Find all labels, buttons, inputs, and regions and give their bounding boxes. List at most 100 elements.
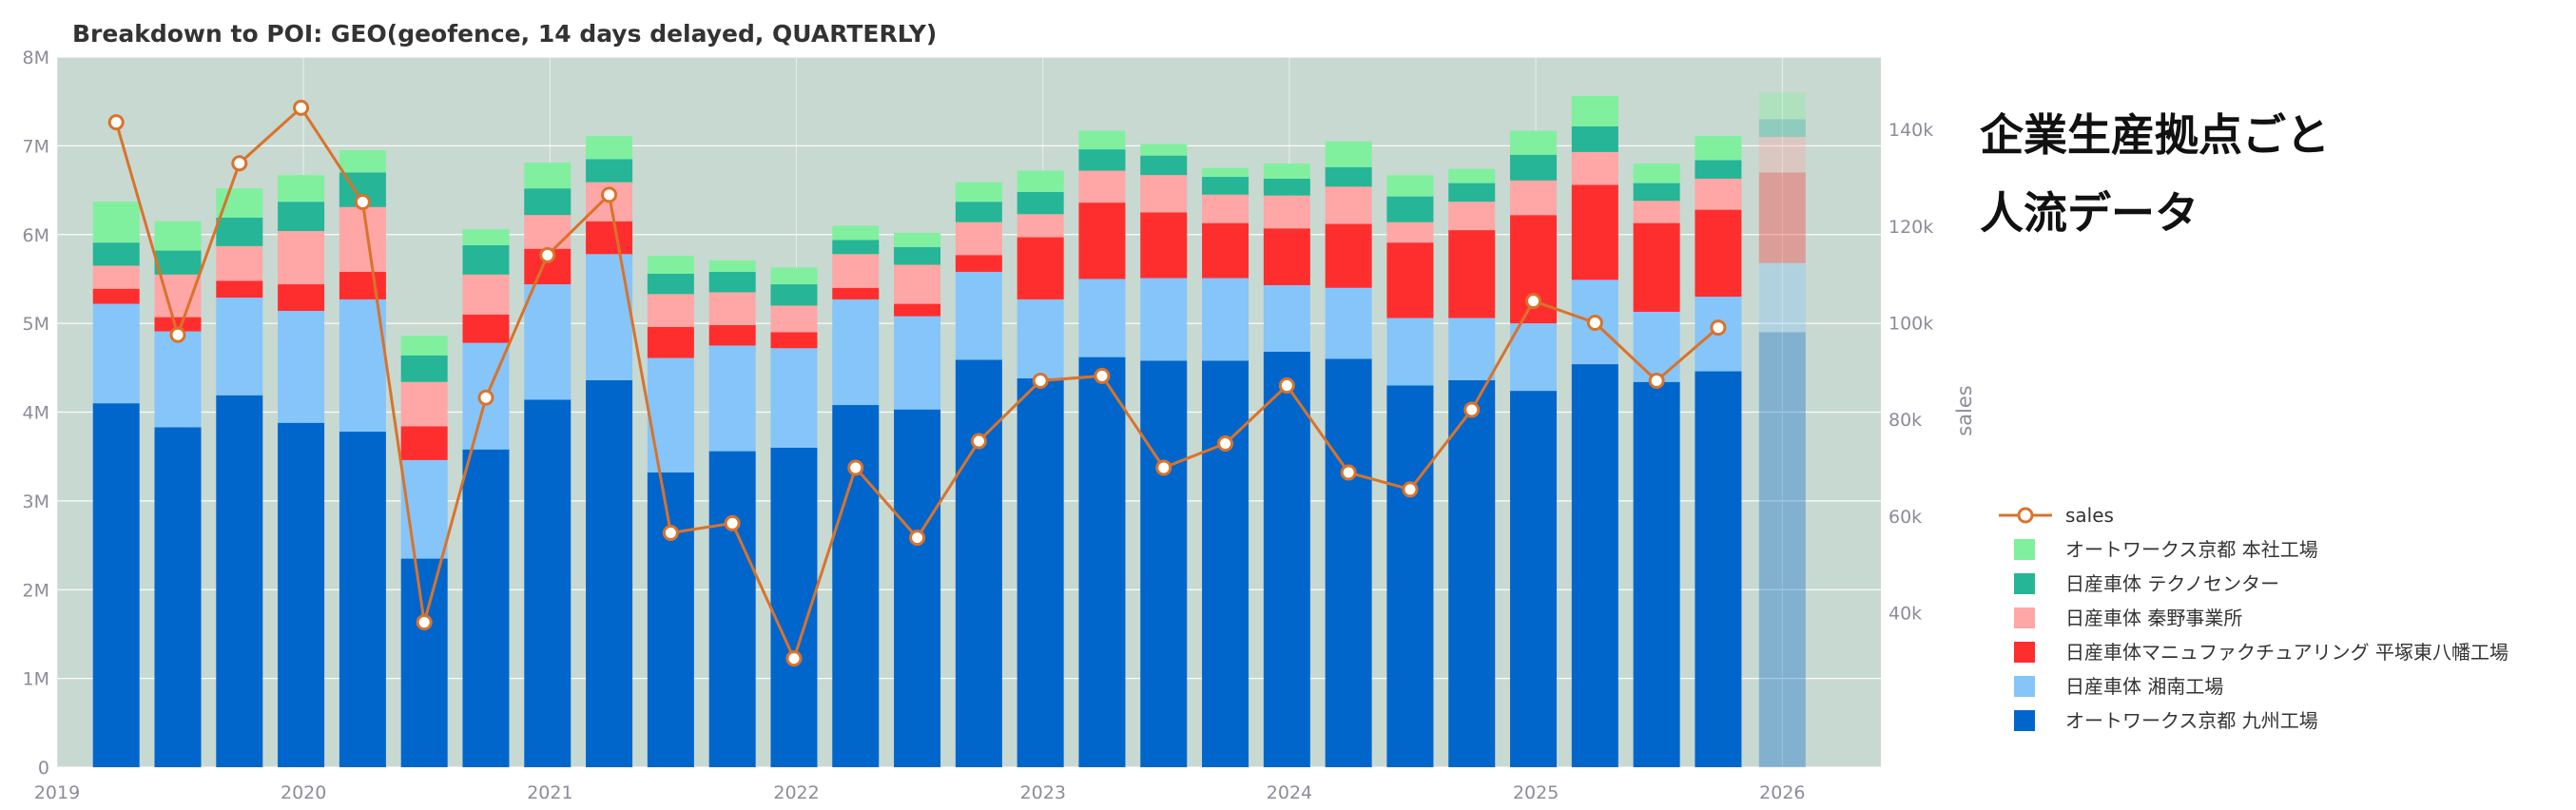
x-tick-label: 2026	[1759, 782, 1805, 803]
bar-segment	[586, 159, 633, 183]
bar-segment	[1202, 177, 1249, 195]
bar-segment	[955, 271, 1002, 360]
sales-point	[1155, 459, 1172, 476]
bar-segment	[647, 273, 694, 295]
axes: 0 1M 2M 3M 4M 5M 6M 7M 8M 2019 2020 2021 2022 2023 202…	[23, 48, 1934, 803]
bar-segment	[339, 299, 386, 433]
bar-segment	[647, 357, 694, 472]
y2-tick-label: 120k	[1888, 217, 1933, 238]
x-tick-label: 2024	[1267, 782, 1312, 803]
bar-segment	[1017, 214, 1064, 238]
sales-point	[477, 389, 494, 406]
legend-label: 日産車体 湘南工場	[2065, 675, 2223, 698]
side-title-line-1: 企業生産拠点ごと	[1980, 109, 2330, 161]
bar-segment	[1448, 230, 1496, 318]
x-tick-label: 2022	[773, 782, 819, 803]
bar-segment	[462, 449, 510, 767]
bar-segment-partial	[1758, 119, 1806, 138]
legend-label: オートワークス京都 本社工場	[2065, 538, 2318, 561]
sales-point	[847, 459, 864, 476]
bar-segment	[278, 422, 325, 767]
bar-segment	[92, 288, 140, 304]
bar-segment	[524, 399, 571, 767]
sales-point	[1586, 314, 1603, 331]
bar-segment-partial	[1758, 92, 1806, 120]
bar-segment	[955, 255, 1002, 272]
bar-segment	[1510, 180, 1558, 216]
y2-axis-title: sales	[1953, 385, 1976, 436]
bar-segment	[770, 348, 818, 448]
y-tick-label: 6M	[23, 225, 49, 246]
bar-segment	[1571, 151, 1618, 185]
bar-segment	[1448, 183, 1496, 202]
legend-swatch	[2014, 608, 2035, 628]
bar-segment	[1263, 228, 1310, 285]
bar-segment	[708, 292, 756, 325]
legend-label: オートワークス京都 九州工場	[2065, 709, 2318, 732]
bar-segment	[1202, 194, 1249, 223]
bar-segment	[1325, 166, 1372, 187]
bar-segment	[1448, 318, 1496, 380]
bar-segment	[524, 188, 571, 216]
bar-segment	[894, 264, 941, 304]
bar-segment	[1571, 364, 1618, 767]
bar-segment	[1140, 175, 1188, 213]
legend-swatch	[2014, 676, 2035, 697]
bar-segment	[1633, 311, 1680, 382]
sales-point	[662, 525, 679, 542]
bar-segment	[216, 298, 263, 395]
bar-segment	[339, 271, 386, 299]
legend-sales-swatch-marker	[2017, 507, 2034, 524]
bar-segment	[462, 229, 510, 245]
y-tick-label: 8M	[23, 48, 49, 68]
y2-tick-label: 60k	[1888, 507, 1922, 528]
sales-point	[724, 514, 741, 531]
bar-segment	[1202, 167, 1249, 178]
bar-segment	[1386, 242, 1434, 318]
bar-segment	[832, 225, 880, 241]
bar-segment	[92, 242, 140, 266]
sales-point	[231, 155, 248, 172]
bar-segment	[1448, 379, 1496, 767]
x-tick-label: 2019	[34, 782, 80, 803]
legend-swatch	[2014, 710, 2035, 731]
bar-segment	[1325, 358, 1372, 767]
bar-segment	[832, 240, 880, 255]
bar-segment-partial	[1758, 332, 1806, 767]
bar-segment	[894, 246, 941, 265]
bar-segment	[894, 316, 941, 410]
bar-segment	[770, 267, 818, 285]
bar-segment	[92, 202, 140, 243]
bar-segment	[1140, 360, 1188, 767]
y-tick-label: 0	[38, 758, 49, 779]
bar-segment	[216, 395, 263, 767]
bar-segment	[1140, 212, 1188, 279]
bar-segment-partial	[1758, 137, 1806, 173]
sales-point	[1217, 435, 1234, 453]
bar-segment	[1017, 170, 1064, 192]
bar-segment-partial	[1758, 172, 1806, 263]
bar-segment	[216, 245, 263, 281]
bar-segment	[1633, 183, 1680, 202]
sales-point	[1340, 464, 1357, 481]
sales-point	[1525, 293, 1542, 310]
bar-segment	[955, 182, 1002, 202]
bar-segment	[1633, 381, 1680, 767]
bar-segment	[1078, 202, 1126, 280]
bar-segment	[770, 305, 818, 333]
bar-segment	[1695, 371, 1742, 767]
bar-segment	[1571, 96, 1618, 126]
bar-segment	[832, 299, 880, 406]
bar-segment	[400, 381, 448, 427]
sales-point	[785, 650, 803, 667]
bar-segment	[1571, 125, 1618, 152]
bar-segment	[1202, 360, 1249, 767]
bar-segment	[154, 250, 202, 275]
legend-label: 日産車体 テクノセンター	[2065, 572, 2279, 595]
bar-segment	[1325, 141, 1372, 167]
sales-point	[1710, 319, 1727, 337]
y2-tick-label: 80k	[1888, 410, 1922, 431]
bar-segment	[1078, 149, 1126, 171]
bar-segment	[770, 284, 818, 306]
